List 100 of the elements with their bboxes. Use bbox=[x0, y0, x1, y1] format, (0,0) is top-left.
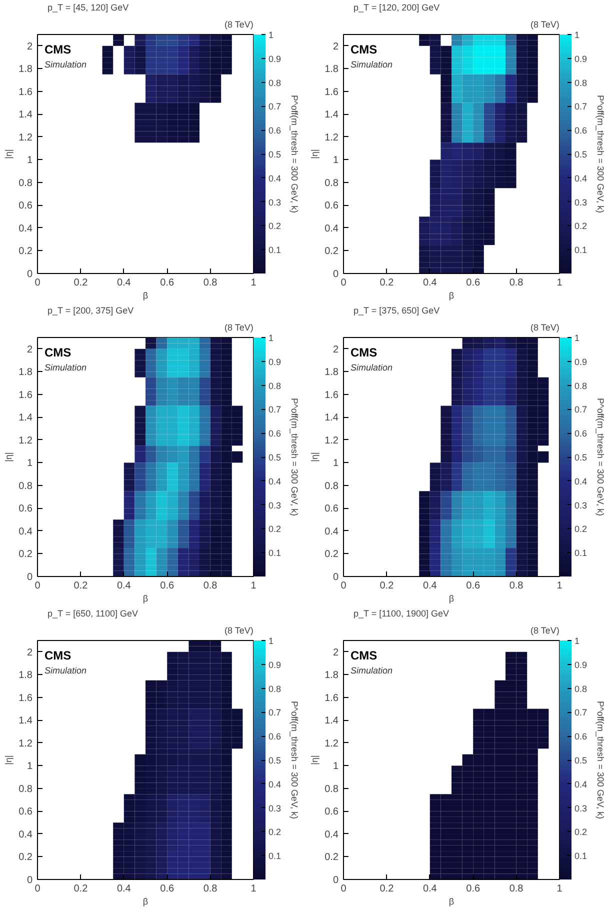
color-bar-title: P^off(m_thresh = 300 GeV, k) bbox=[290, 94, 300, 214]
y-tick-label: 0.6 bbox=[324, 806, 339, 818]
y-tick-label: 0.2 bbox=[18, 549, 33, 560]
y-tick-label: 1 bbox=[26, 761, 33, 772]
color-bar-label: 0.3 bbox=[268, 803, 282, 814]
y-tick-label: 1.4 bbox=[324, 412, 339, 424]
color-bar-title: P^off(m_thresh = 300 GeV, k) bbox=[596, 700, 606, 820]
color-bar-label: 0.8 bbox=[268, 380, 282, 391]
y-tick-label: 2 bbox=[26, 344, 33, 356]
color-bar-label: 0.5 bbox=[574, 150, 588, 160]
color-bar-label: 0.1 bbox=[268, 245, 282, 256]
color-bar-label: 0.8 bbox=[574, 78, 588, 88]
color-bar-label: 0.3 bbox=[268, 197, 282, 208]
y-tick-label: 1.4 bbox=[324, 716, 339, 727]
y-tick-label: 0.6 bbox=[324, 504, 339, 515]
color-bar-label: 0.6 bbox=[574, 732, 588, 742]
x-tick-label: 0.6 bbox=[160, 580, 174, 592]
y-tick-label: 1 bbox=[26, 458, 33, 470]
y-tick-label: 1.2 bbox=[324, 738, 339, 750]
color-bar-label: 1 bbox=[574, 333, 580, 343]
y-tick-label: 0.4 bbox=[324, 223, 339, 234]
y-tick-label: 0.8 bbox=[324, 178, 339, 189]
color-bar-label: 1 bbox=[268, 636, 274, 646]
color-bar-label: 1 bbox=[574, 636, 580, 646]
y-tick-label: 0.8 bbox=[18, 480, 33, 492]
y-tick-label: 2 bbox=[332, 41, 339, 52]
y-tick-label: 1.6 bbox=[18, 86, 33, 98]
y-tick-label: 0.6 bbox=[18, 504, 33, 515]
color-bar-label: 0.2 bbox=[574, 221, 588, 232]
chart-title: p_T = [650, 1100] GeV bbox=[48, 608, 138, 618]
y-tick-label: 0.2 bbox=[324, 549, 339, 560]
annotation: Simulation bbox=[44, 60, 87, 70]
x-tick-label: 0.4 bbox=[116, 884, 132, 894]
y-tick-label: 1.8 bbox=[324, 64, 339, 76]
color-bar-label: 0.1 bbox=[268, 548, 282, 558]
x-tick-label: 1 bbox=[250, 884, 257, 894]
x-tick-label: 0.2 bbox=[74, 884, 88, 894]
annotation: CMS bbox=[44, 648, 72, 662]
y-tick-label: 1.4 bbox=[18, 110, 33, 121]
color-bar-label: 0.6 bbox=[268, 732, 282, 742]
x-tick-label: 0.8 bbox=[203, 884, 218, 894]
y-tick-label: 0.4 bbox=[324, 526, 339, 538]
y-tick-label: 0.2 bbox=[18, 852, 33, 864]
color-bar-label: 0.6 bbox=[574, 126, 588, 136]
chart-subtitle: (8 TeV) bbox=[530, 20, 560, 30]
y-tick-label: 2 bbox=[332, 647, 339, 658]
y-tick-label: 0.2 bbox=[324, 246, 339, 258]
x-tick-label: 0.6 bbox=[160, 278, 174, 288]
x-tick-label: 0.2 bbox=[74, 278, 88, 288]
color-bar-label: 0.7 bbox=[574, 708, 588, 718]
color-bar-label: 0.3 bbox=[574, 197, 588, 208]
y-tick-label: 1.8 bbox=[324, 670, 339, 682]
y-tick-label: 2 bbox=[332, 344, 339, 356]
y-tick-label: 1.8 bbox=[18, 64, 33, 76]
color-bar-label: 0.1 bbox=[574, 851, 588, 862]
y-tick-label: 1.6 bbox=[18, 692, 33, 704]
y-tick-label: 2 bbox=[26, 41, 33, 52]
y-axis-title: |η| bbox=[310, 755, 320, 765]
y-axis-title: |η| bbox=[4, 755, 14, 765]
color-bar-label: 0.2 bbox=[268, 827, 282, 838]
chart-title: p_T = [45, 120] GeV bbox=[48, 2, 129, 12]
color-bar-label: 0.5 bbox=[574, 452, 588, 462]
chart-subtitle: (8 TeV) bbox=[224, 322, 254, 332]
y-tick-label: 0.4 bbox=[18, 829, 33, 840]
x-tick-label: 0.6 bbox=[466, 278, 480, 288]
x-tick-label: 0.8 bbox=[509, 278, 524, 288]
color-bar-label: 0.9 bbox=[574, 660, 588, 670]
x-tick-label: 0 bbox=[34, 278, 41, 288]
color-bar-label: 0.8 bbox=[268, 78, 282, 88]
annotation: Simulation bbox=[44, 666, 87, 676]
chart-title: p_T = [200, 375] GeV bbox=[48, 306, 134, 316]
color-bar-label: 0.4 bbox=[574, 779, 588, 790]
y-tick-label: 0 bbox=[332, 572, 339, 583]
x-tick-label: 0 bbox=[34, 580, 41, 592]
color-bar-label: 0.9 bbox=[574, 356, 588, 367]
x-tick-label: 0.2 bbox=[74, 580, 88, 592]
y-tick-label: 0.8 bbox=[324, 480, 339, 492]
y-tick-label: 1.2 bbox=[18, 738, 33, 750]
y-tick-label: 1 bbox=[332, 761, 339, 772]
x-tick-label: 0.8 bbox=[509, 884, 524, 894]
y-tick-label: 1 bbox=[332, 155, 339, 166]
color-bar-label: 0.7 bbox=[574, 102, 588, 112]
y-tick-label: 0 bbox=[26, 875, 33, 886]
y-tick-label: 0.4 bbox=[18, 223, 33, 234]
y-tick-label: 1.6 bbox=[324, 390, 339, 401]
y-tick-label: 1.2 bbox=[324, 132, 339, 144]
color-bar-label: 0.4 bbox=[268, 476, 282, 486]
x-tick-label: 0 bbox=[340, 278, 347, 288]
color-bar-label: 0.8 bbox=[574, 380, 588, 391]
color-bar-label: 0.2 bbox=[268, 221, 282, 232]
y-tick-label: 0.8 bbox=[324, 784, 339, 795]
y-tick-label: 1.4 bbox=[18, 412, 33, 424]
color-bar-label: 0.7 bbox=[268, 102, 282, 112]
chart-subtitle: (8 TeV) bbox=[224, 20, 254, 30]
x-tick-label: 0.6 bbox=[466, 580, 480, 592]
y-tick-label: 0.4 bbox=[324, 829, 339, 840]
x-tick-label: 0.4 bbox=[422, 278, 438, 288]
x-tick-label: 0 bbox=[340, 580, 347, 592]
y-tick-label: 1.2 bbox=[324, 435, 339, 446]
color-bar-label: 0.3 bbox=[268, 500, 282, 510]
